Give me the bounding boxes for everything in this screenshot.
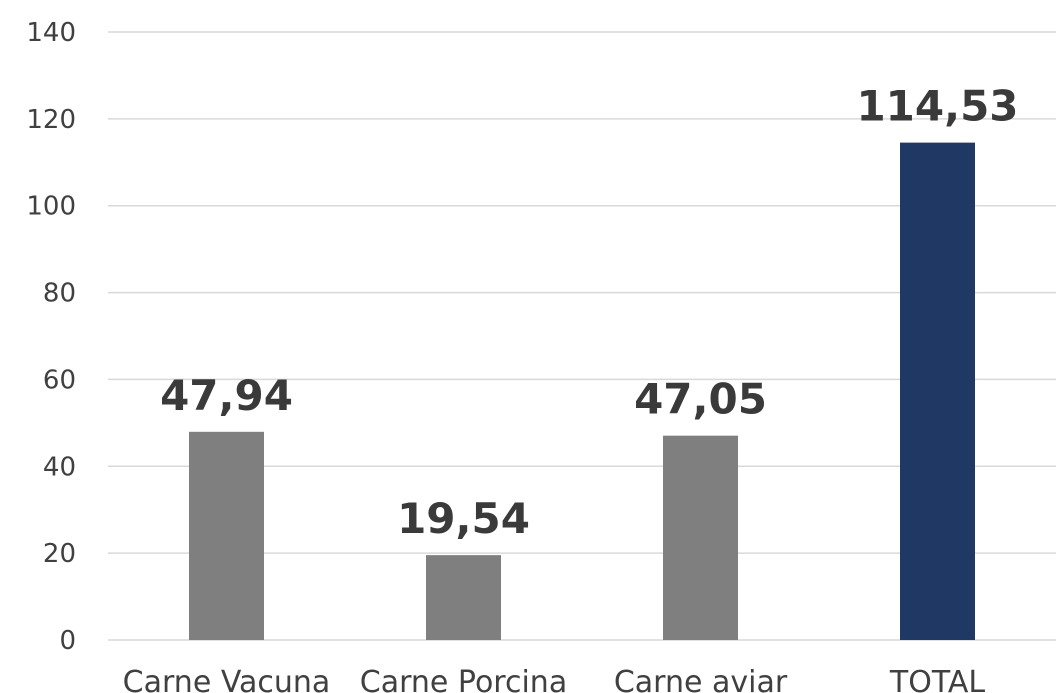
data-label: 19,54 — [397, 494, 530, 543]
category-label: Carne Porcina — [360, 665, 567, 693]
data-labels: 47,94 19,54 47,05 114,53 — [160, 82, 1018, 544]
y-tick-label: 20 — [43, 539, 76, 569]
bar-0 — [189, 431, 264, 640]
category-label: Carne aviar — [614, 665, 788, 693]
data-label: 114,53 — [856, 82, 1018, 131]
category-label: Carne Vacuna — [123, 665, 331, 693]
y-tick-label: 40 — [43, 452, 76, 482]
y-tick-label: 80 — [43, 279, 76, 309]
y-tick-label: 100 — [26, 192, 76, 222]
gridlines — [108, 31, 1056, 641]
x-axis-categories: Carne Vacuna Carne Porcina Carne aviar TOTA… — [123, 665, 986, 693]
y-tick-label: 120 — [26, 105, 76, 135]
bar-1 — [426, 555, 501, 640]
bar-2 — [663, 435, 738, 640]
data-label: 47,05 — [634, 375, 767, 424]
y-tick-label: 60 — [43, 365, 76, 395]
y-axis-ticks: 0 20 40 60 80 100 120 140 — [26, 18, 76, 656]
data-label: 47,94 — [160, 371, 293, 420]
y-tick-label: 140 — [26, 18, 76, 48]
bar-3 — [900, 142, 975, 641]
category-label: TOTAL — [889, 665, 985, 693]
bars — [189, 142, 975, 641]
y-tick-label: 0 — [59, 626, 76, 656]
